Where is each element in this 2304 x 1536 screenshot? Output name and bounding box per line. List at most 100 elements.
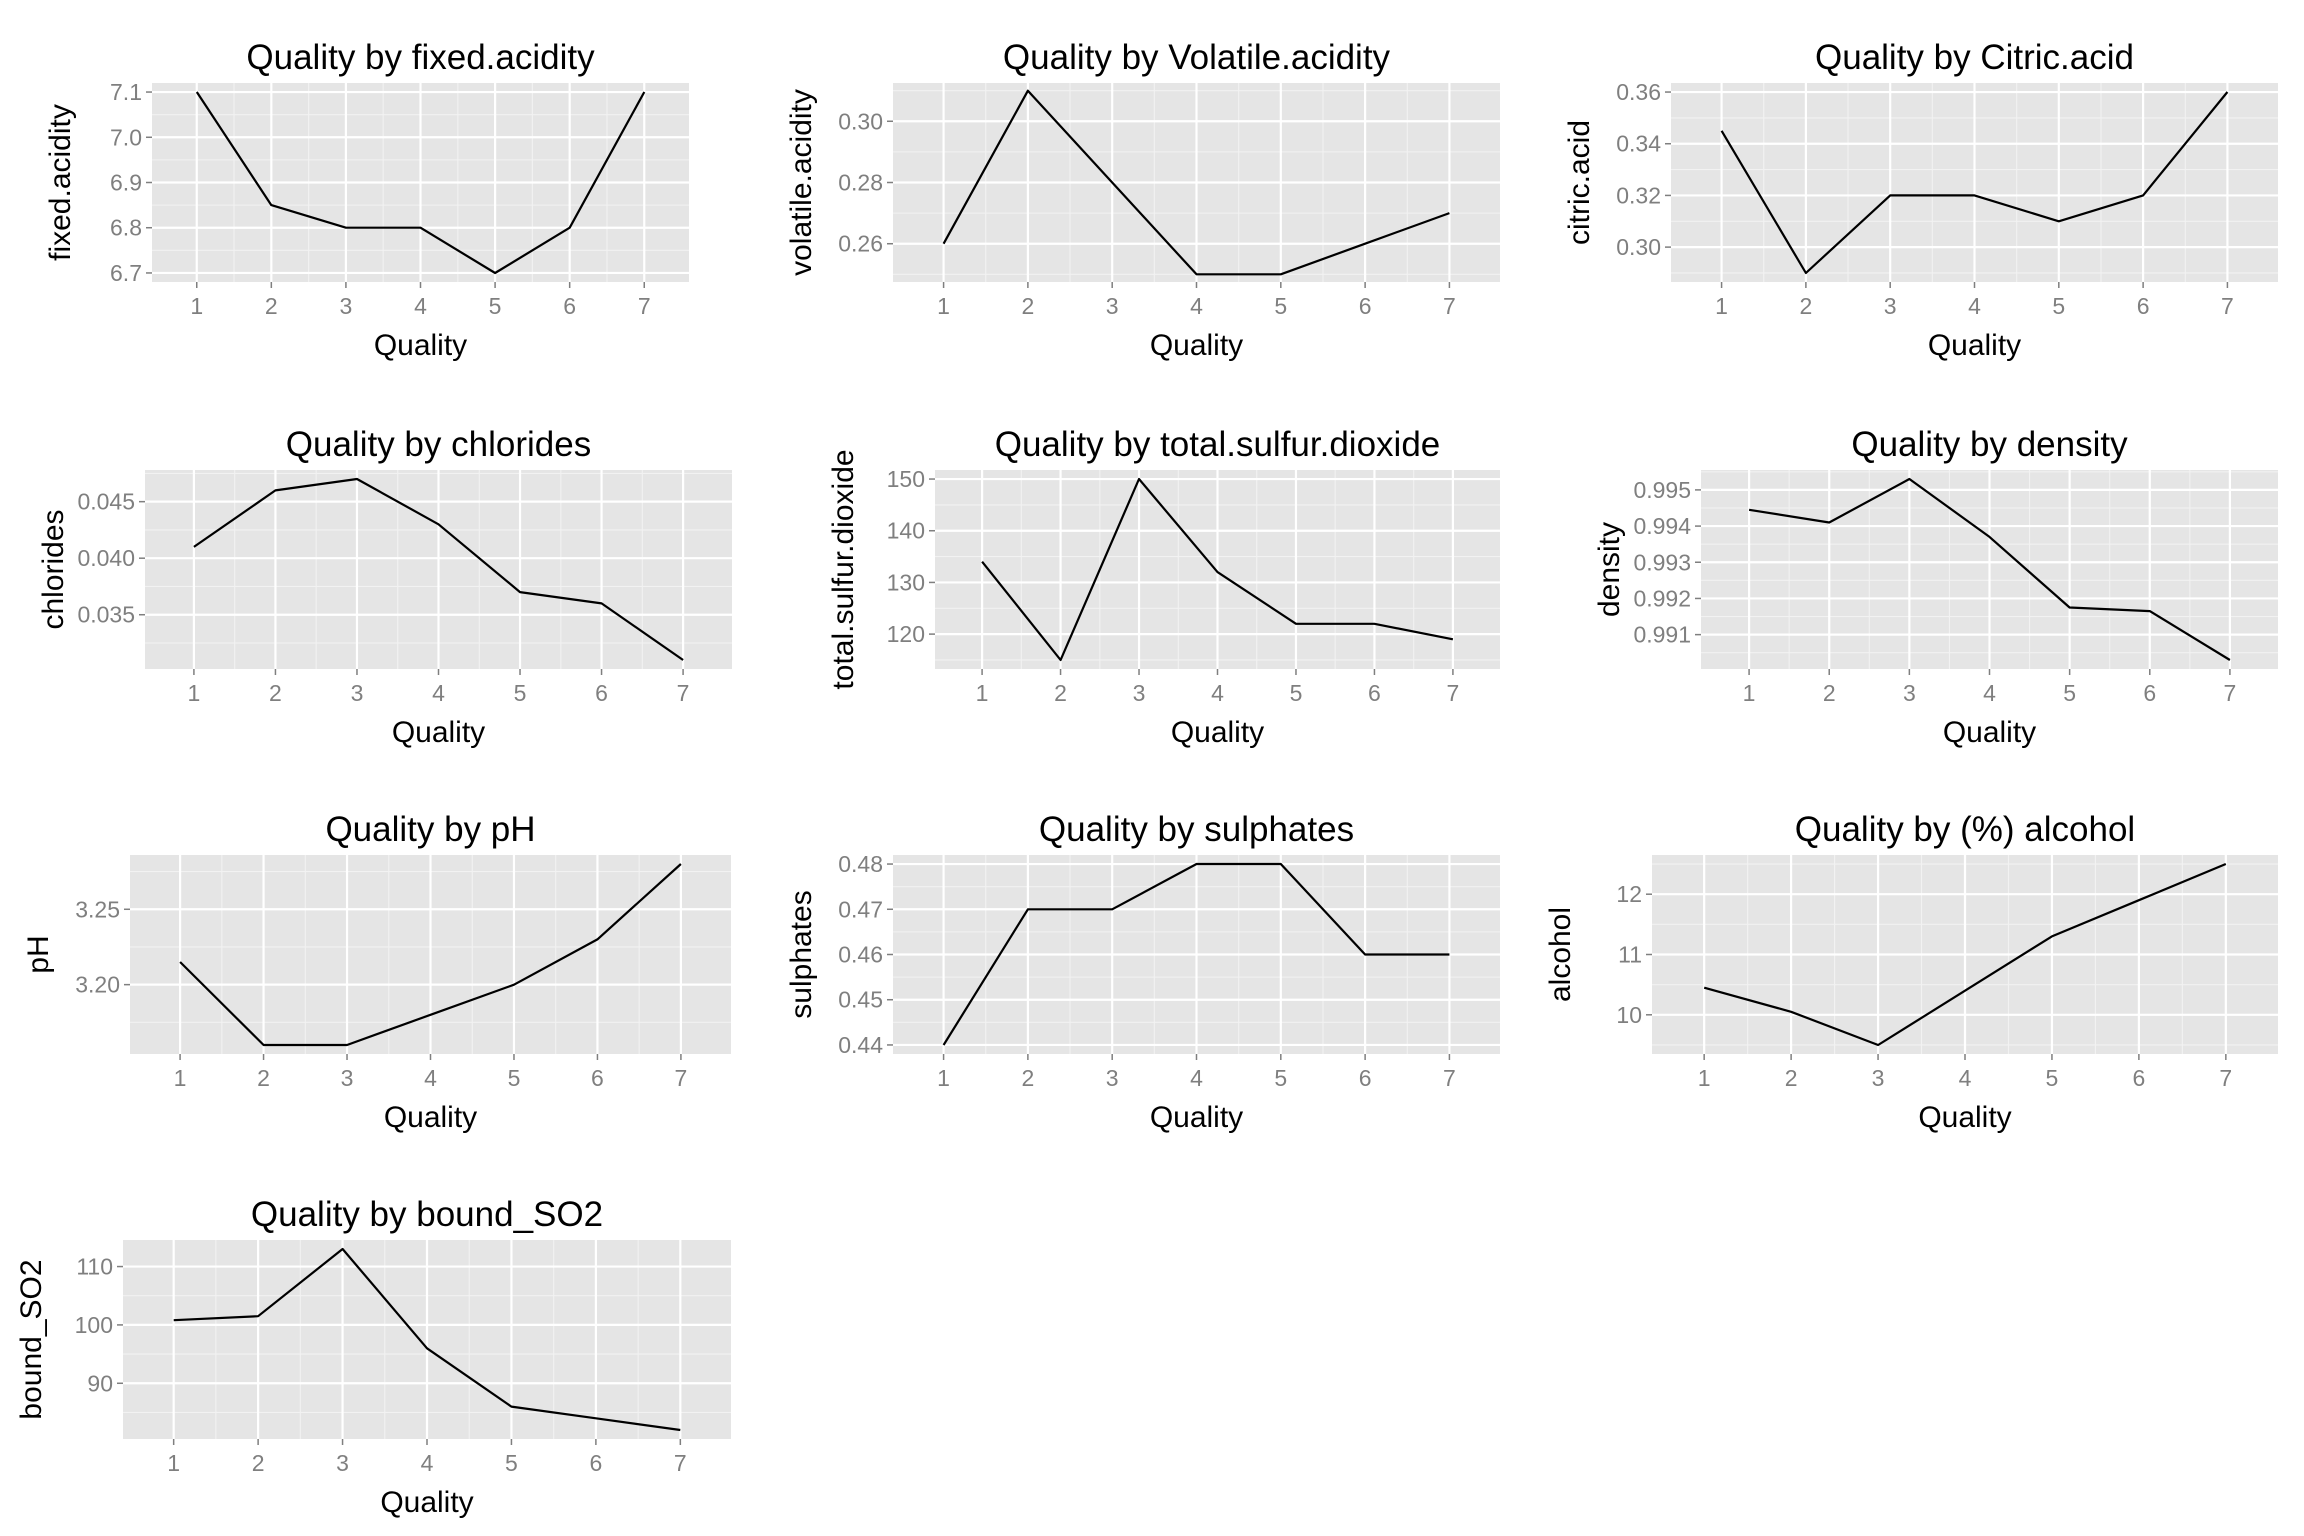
chart-panel: 1 2 3 4 5 6 7 6.7 6.8 6.9 7.0 7.1 Quality by fixed.a… [44, 38, 689, 362]
y-tick-label: 7.1 [110, 79, 142, 105]
y-tick-label: 6.8 [110, 215, 142, 241]
y-tick-label: 3.20 [75, 972, 120, 998]
x-axis-title: Quality [1928, 329, 2021, 362]
panel-title: Quality by sulphates [1039, 810, 1354, 849]
y-tick-label: 0.26 [838, 231, 883, 257]
y-tick-label: 3.25 [75, 896, 120, 922]
x-tick-label: 4 [421, 1450, 434, 1476]
chart-panel: 1 2 3 4 5 6 7 120 130 140 150 Quality by total.sulf… [827, 425, 1500, 749]
x-tick-label: 7 [1443, 1065, 1456, 1091]
series-line [193, 477, 684, 661]
x-axis-title: Quality [1150, 1101, 1243, 1134]
x-tick-label: 3 [1133, 680, 1146, 706]
x-tick-label: 1 [976, 680, 989, 706]
y-axis-title: volatile.acidity [785, 89, 818, 276]
x-tick-label: 7 [2221, 293, 2234, 319]
panel-title: Quality by (%) alcohol [1795, 810, 2135, 849]
x-tick-label: 1 [937, 1065, 950, 1091]
y-axis-title: alcohol [1544, 907, 1577, 1002]
x-tick-label: 7 [1447, 680, 1460, 706]
x-tick-label: 6 [2132, 1065, 2145, 1091]
x-tick-label: 6 [1368, 680, 1381, 706]
x-tick-label: 6 [2137, 293, 2150, 319]
panel-title: Quality by total.sulfur.dioxide [995, 425, 1441, 464]
y-tick-label: 100 [75, 1312, 113, 1338]
x-tick-label: 5 [505, 1450, 518, 1476]
y-tick-label: 12 [1616, 881, 1642, 907]
x-tick-label: 1 [1698, 1065, 1711, 1091]
x-tick-label: 6 [589, 1450, 602, 1476]
x-tick-label: 6 [1359, 1065, 1372, 1091]
panel-title: Quality by bound_SO2 [251, 1195, 603, 1234]
x-tick-label: 4 [1959, 1065, 1972, 1091]
x-tick-label: 7 [674, 1450, 687, 1476]
x-tick-label: 6 [563, 293, 576, 319]
x-tick-label: 2 [252, 1450, 265, 1476]
series-line [179, 863, 682, 1047]
x-tick-label: 5 [508, 1065, 521, 1091]
y-tick-label: 0.035 [77, 602, 135, 628]
x-tick-label: 6 [1359, 293, 1372, 319]
x-tick-label: 4 [1983, 680, 1996, 706]
x-tick-label: 4 [414, 293, 427, 319]
chart-panel: 1 2 3 4 5 6 7 0.30 0.32 0.34 0.36 Quality by Citric… [1563, 38, 2278, 362]
panel-title: Quality by pH [325, 810, 535, 849]
x-tick-label: 3 [1872, 1065, 1885, 1091]
x-tick-label: 7 [1443, 293, 1456, 319]
y-tick-label: 0.44 [838, 1032, 883, 1058]
x-tick-label: 2 [1823, 680, 1836, 706]
x-tick-label: 4 [1190, 1065, 1203, 1091]
x-tick-label: 1 [190, 293, 203, 319]
chart-panel: 1 2 3 4 5 6 7 0.44 0.45 0.46 0.47 0.48 Quality by su… [785, 810, 1500, 1134]
y-tick-label: 0.30 [1616, 234, 1661, 260]
x-tick-label: 4 [424, 1065, 437, 1091]
x-tick-label: 5 [489, 293, 502, 319]
x-tick-label: 3 [351, 680, 364, 706]
panel-title: Quality by Citric.acid [1815, 38, 2134, 77]
x-tick-label: 5 [2052, 293, 2065, 319]
x-tick-label: 7 [2224, 680, 2237, 706]
series-line [1703, 862, 2227, 1047]
x-axis-title: Quality [374, 329, 467, 362]
y-tick-label: 0.993 [1633, 549, 1691, 575]
x-tick-label: 5 [1274, 293, 1287, 319]
series-line [1748, 477, 2231, 661]
y-axis-title: bound_SO2 [15, 1259, 48, 1419]
chart-panel: 1 2 3 4 5 6 7 0.035 0.040 0.045 Quality by chlorid… [37, 425, 732, 749]
y-tick-label: 0.28 [838, 170, 883, 196]
y-tick-label: 0.32 [1616, 182, 1661, 208]
y-tick-label: 90 [87, 1370, 113, 1396]
y-tick-label: 10 [1616, 1002, 1642, 1028]
x-tick-label: 2 [265, 293, 278, 319]
series-line [1720, 91, 2229, 275]
x-tick-label: 2 [1054, 680, 1067, 706]
y-axis-title: pH [22, 935, 55, 973]
chart-panel: 1 2 3 4 5 6 7 0.991 0.992 0.993 0.994 0.995 Quality … [1593, 425, 2278, 749]
y-tick-label: 0.991 [1633, 622, 1691, 648]
x-axis-title: Quality [392, 716, 485, 749]
y-tick-label: 130 [887, 569, 925, 595]
y-tick-label: 120 [887, 621, 925, 647]
x-tick-label: 5 [2046, 1065, 2059, 1091]
x-tick-label: 2 [1785, 1065, 1798, 1091]
x-tick-label: 5 [2063, 680, 2076, 706]
y-tick-label: 0.46 [838, 942, 883, 968]
x-tick-label: 5 [1274, 1065, 1287, 1091]
x-tick-label: 4 [1968, 293, 1981, 319]
x-tick-label: 5 [514, 680, 527, 706]
x-tick-label: 3 [1106, 1065, 1119, 1091]
x-tick-label: 7 [675, 1065, 688, 1091]
x-tick-label: 2 [1021, 1065, 1034, 1091]
y-tick-label: 0.994 [1633, 513, 1691, 539]
chart-panel: 1 2 3 4 5 6 7 0.26 0.28 0.30 Quality by Volatile.a… [785, 38, 1500, 362]
y-tick-label: 0.47 [838, 896, 883, 922]
panel-title: Quality by Volatile.acidity [1003, 38, 1391, 77]
y-axis-title: sulphates [785, 890, 818, 1018]
x-tick-label: 3 [1884, 293, 1897, 319]
y-axis-title: density [1593, 522, 1626, 617]
y-tick-label: 0.045 [77, 489, 135, 515]
y-tick-label: 11 [1618, 942, 1642, 968]
x-axis-title: Quality [384, 1101, 477, 1134]
y-axis-title: citric.acid [1563, 120, 1596, 245]
